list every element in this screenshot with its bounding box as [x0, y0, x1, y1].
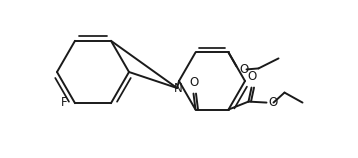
Text: O: O: [268, 96, 278, 109]
Text: O: O: [240, 63, 249, 76]
Text: N: N: [174, 82, 182, 94]
Text: O: O: [190, 76, 199, 89]
Text: O: O: [248, 70, 257, 83]
Text: F: F: [61, 96, 67, 109]
